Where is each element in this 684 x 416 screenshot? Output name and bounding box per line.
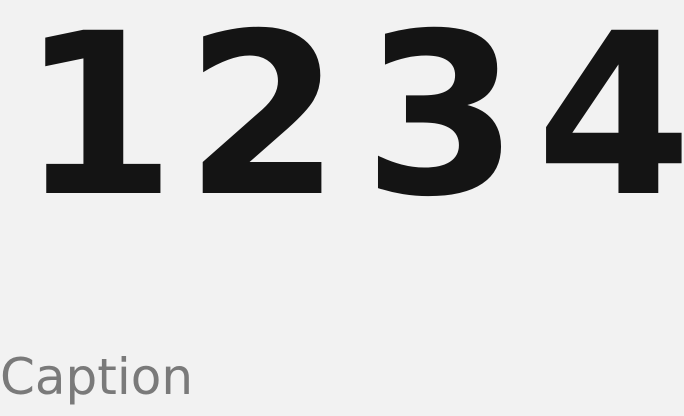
- digit-row: 1 2 3 4: [20, 0, 684, 246]
- digit-4: 4: [536, 0, 684, 246]
- digit-1: 1: [20, 0, 176, 246]
- digit-3: 3: [363, 0, 519, 246]
- caption-text: Caption: [0, 348, 194, 406]
- digit-2: 2: [185, 0, 341, 246]
